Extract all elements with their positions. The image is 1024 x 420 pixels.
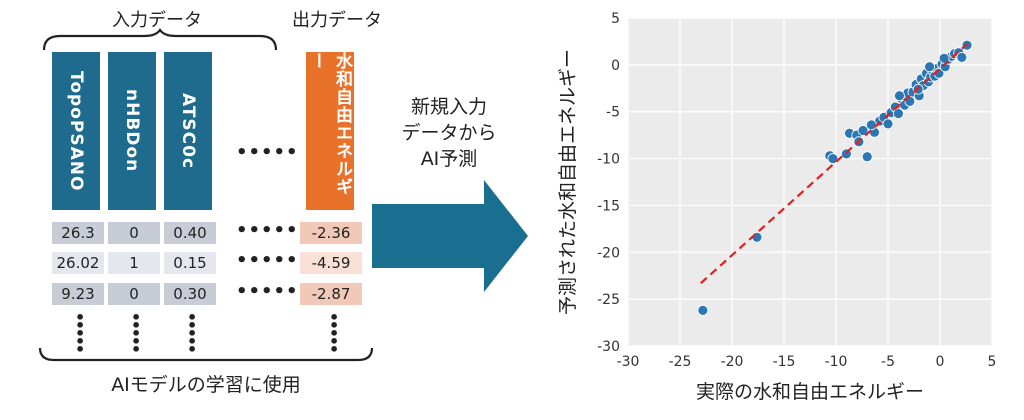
fit-line (700, 39, 972, 285)
data-point (924, 61, 936, 73)
row-ellipsis: ••••• (236, 250, 299, 271)
data-point (865, 119, 877, 131)
y-tick-label: -10 (597, 152, 620, 168)
x-axis-label: 実際の水和自由エネルギー (696, 381, 924, 403)
x-tick-label: -10 (825, 354, 848, 370)
column-header-output: 水和自由エネルギー (306, 52, 354, 210)
table-cell: 26.02 (52, 252, 104, 274)
row-ellipsis: ••••• (236, 220, 299, 241)
column-label-topopsano: TopoPSANO (66, 70, 86, 192)
table-cell-output: -4.59 (300, 252, 362, 274)
x-tick-label: 0 (936, 354, 945, 370)
column-header-topopsano: TopoPSANO (52, 52, 100, 210)
y-tick-label: -30 (597, 339, 620, 355)
data-point (861, 151, 873, 163)
table-cell: 0 (108, 222, 160, 244)
vertical-ellipsis: • • • • • (75, 308, 86, 359)
table-cell: 0.15 (164, 252, 216, 274)
output-data-header: 出力データ (292, 10, 382, 31)
vertical-ellipsis: • • • • • (187, 308, 198, 359)
x-tick-label: -15 (773, 354, 796, 370)
data-point (892, 108, 904, 119)
x-tick-label: 5 (988, 354, 997, 370)
column-header-atsc0c: ATSC0c (164, 52, 212, 210)
vertical-ellipsis: • • • • • (131, 308, 142, 359)
prediction-caption-line: AI予測 (420, 148, 478, 170)
table-cell-output: -2.87 (300, 283, 362, 305)
table-cell-output: -2.36 (300, 222, 362, 244)
data-point (697, 304, 709, 316)
y-axis-label: 予測された水和自由エネルギー (557, 49, 579, 315)
x-tick-label: -20 (721, 354, 744, 370)
data-point (956, 51, 968, 63)
training-label: AIモデルの学習に使用 (111, 374, 301, 396)
y-tick-label: -20 (597, 245, 620, 261)
x-tick-label: -5 (881, 354, 895, 370)
input-data-header: 入力データ (112, 10, 202, 31)
prediction-caption-line: 新規入力 (410, 96, 487, 118)
column-ellipsis: ••••• (236, 142, 299, 163)
table-cell: 0.40 (164, 222, 216, 244)
prediction-caption-line: データから (401, 122, 497, 144)
table-cell: 1 (108, 252, 160, 274)
column-label-output: 水和自由エネルギー (307, 52, 352, 196)
x-tick-label: -30 (617, 354, 640, 370)
table-cell: 9.23 (52, 283, 104, 305)
prediction-caption: 新規入力 データから AI予測 (384, 94, 514, 172)
table-cell: 0.30 (164, 283, 216, 305)
y-tick-label: 0 (611, 58, 620, 74)
data-point (882, 118, 894, 130)
y-tick-label: -25 (597, 292, 620, 308)
table-cell: 0 (108, 283, 160, 305)
y-tick-label: -5 (606, 105, 620, 121)
data-point (894, 90, 905, 102)
column-label-nhbdon: nHBDon (122, 89, 142, 173)
prediction-arrow (372, 180, 528, 292)
vertical-ellipsis: • • • • • (329, 308, 340, 359)
row-ellipsis: ••••• (236, 281, 299, 302)
y-tick-label: 5 (611, 11, 620, 27)
y-tick-label: -15 (597, 198, 620, 214)
scatter-chart: -30 -25 -20 -15 -10 -5 0 5 -30 -25 -20 -15 -10 -5 0 5 実際… (557, 11, 997, 403)
column-label-atsc0c: ATSC0c (178, 92, 198, 170)
data-point (857, 125, 869, 136)
input-brace (42, 28, 278, 51)
training-bracket (38, 347, 374, 362)
table-cell: 26.3 (52, 222, 104, 244)
data-point (827, 153, 839, 164)
column-header-nhbdon: nHBDon (108, 52, 156, 210)
x-tick-label: -25 (669, 354, 692, 370)
